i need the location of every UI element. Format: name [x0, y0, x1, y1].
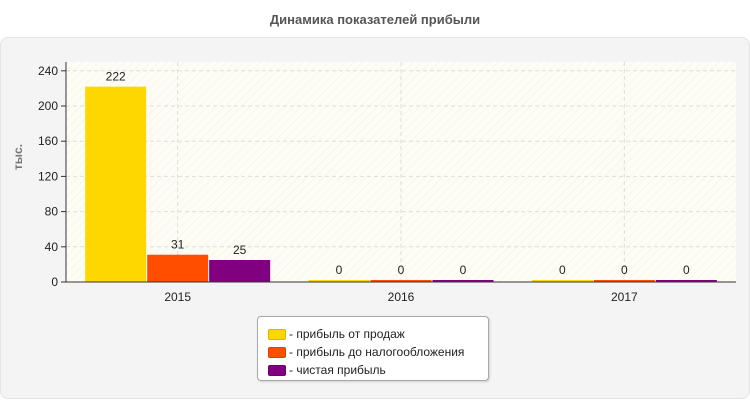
grid-lines — [66, 62, 736, 282]
bar — [531, 280, 593, 282]
x-tick-label: 2016 — [388, 290, 415, 304]
bar — [370, 280, 432, 282]
legend-label: - чистая прибыль — [289, 363, 386, 377]
axes: 0 40 80 120 160 200 240 2015 2016 2017 — [38, 62, 736, 304]
y-axis-title: тыс. — [11, 144, 25, 170]
bar — [432, 280, 494, 282]
bar — [85, 86, 147, 282]
y-tick-label: 40 — [45, 240, 59, 254]
data-label: 0 — [398, 263, 405, 277]
legend-item: - прибыль до налогообложения — [268, 343, 488, 361]
legend: - прибыль от продаж - прибыль до налогооб… — [257, 316, 489, 381]
y-tick-label: 0 — [51, 275, 58, 289]
data-label: 0 — [559, 263, 566, 277]
plot-area — [66, 62, 736, 282]
data-label: 0 — [460, 263, 467, 277]
data-label: 0 — [683, 263, 690, 277]
y-tick-label: 80 — [45, 205, 59, 219]
legend-item: - прибыль от продаж — [268, 325, 488, 343]
bar — [655, 280, 717, 282]
chart-title: Динамика показателей прибыли — [269, 12, 481, 27]
legend-label: - прибыль от продаж — [289, 327, 405, 341]
y-tick-label: 200 — [38, 99, 58, 113]
legend-label: - прибыль до налогообложения — [289, 345, 465, 359]
data-labels: 222 31 25 0 0 0 0 0 0 — [106, 70, 690, 277]
bar — [209, 260, 271, 282]
data-label: 31 — [171, 238, 185, 252]
y-tick-label: 240 — [38, 64, 58, 78]
bar — [308, 280, 370, 282]
legend-item: - чистая прибыль — [268, 361, 488, 379]
data-label: 222 — [106, 70, 126, 84]
bars — [85, 86, 717, 282]
x-tick-label: 2017 — [611, 290, 638, 304]
y-tick-label: 160 — [38, 134, 58, 148]
x-tick-label: 2015 — [164, 290, 191, 304]
legend-swatch — [268, 364, 286, 376]
data-label: 0 — [336, 263, 343, 277]
legend-swatch — [268, 346, 286, 358]
bar — [593, 280, 655, 282]
legend-swatch — [268, 328, 286, 340]
y-tick-label: 120 — [38, 169, 58, 183]
data-label: 25 — [233, 243, 247, 257]
bar — [147, 254, 209, 282]
data-label: 0 — [621, 263, 628, 277]
